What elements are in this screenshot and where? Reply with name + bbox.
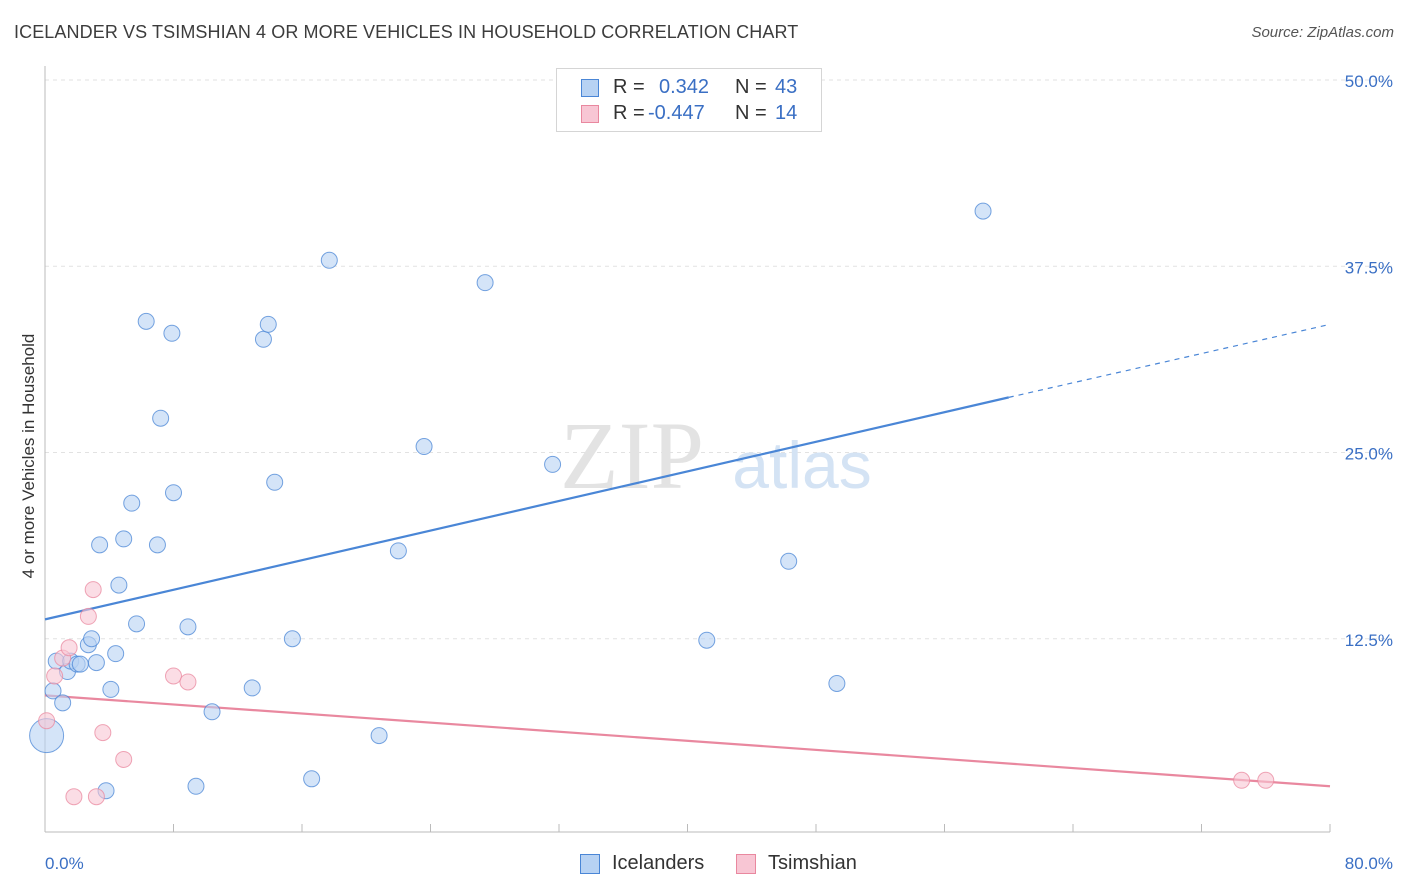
legend-r-label: R = [613,102,645,124]
data-point-icelanders [123,494,141,512]
data-point-icelanders [165,484,182,502]
data-point-icelanders [283,630,301,648]
data-point-icelanders [163,324,181,342]
data-point-tsimshian [46,667,64,685]
chart-title: ICELANDER VS TSIMSHIAN 4 OR MORE VEHICLE… [14,22,799,42]
data-point-icelanders [71,655,89,673]
source-label: Source: ZipAtlas.com [1251,24,1394,41]
data-point-icelanders [110,576,128,594]
data-point-icelanders [87,654,105,672]
data-point-tsimshian [65,788,83,806]
data-point-icelanders [187,777,205,795]
data-point-icelanders [179,618,197,636]
data-point-icelanders [128,615,146,633]
legend-swatch-tsimshian [581,105,599,123]
bottom-legend-swatch-icelanders [580,854,600,874]
data-point-icelanders [102,680,120,698]
data-point-icelanders [254,330,272,348]
data-point-tsimshian [179,673,197,691]
axes-layer [44,66,1331,833]
data-point-icelanders [415,438,433,456]
data-point-tsimshian [165,667,182,685]
trendline-tsimshian [44,694,1331,788]
data-point-icelanders [107,645,125,663]
y-tick-label: 37.5% [1345,258,1393,277]
watermark: ZIP atlas [560,402,872,509]
data-point-tsimshian [1257,771,1275,789]
x-tick-label: 80.0% [1345,854,1393,873]
data-point-icelanders [698,631,716,649]
x-tick-label: 0.0% [45,854,84,873]
y-tick-label: 25.0% [1345,445,1393,464]
watermark-zip: ZIP [560,402,704,509]
legend-r-value: -0.447 [648,102,705,124]
correlation-legend: R = 0.342 N = 43 R = -0.447 N = 14 [556,68,822,132]
data-point-icelanders [54,694,72,712]
data-point-icelanders [91,536,109,554]
data-point-icelanders [828,674,846,692]
labels-layer: 4 or more Vehicles in Household 12.5% 25.… [19,72,1393,873]
data-point-tsimshian [87,788,105,806]
data-point-icelanders [137,312,155,330]
bottom-legend-label-tsimshian: Tsimshian [768,852,857,874]
data-point-icelanders [320,251,338,269]
legend-n-value: 14 [775,102,798,124]
grid-layer [45,79,1392,640]
data-point-icelanders [974,202,992,220]
legend-swatch-icelanders [581,79,599,97]
bottom-legend-swatch-tsimshian [736,854,756,874]
data-point-icelanders [389,542,407,560]
data-point-tsimshian [1233,771,1251,789]
data-point-icelanders [266,473,284,491]
data-point-icelanders [259,315,277,333]
data-point-icelanders [152,409,170,427]
data-point-icelanders [83,630,101,648]
data-point-tsimshian [79,607,97,625]
trend-layer [44,323,1331,788]
data-point-icelanders [370,727,388,745]
data-point-icelanders [303,770,321,788]
data-point-tsimshian [60,639,78,657]
legend-n-label: N = [735,76,767,98]
data-point-icelanders [780,552,798,570]
legend-r-label: R = [613,76,645,98]
data-point-tsimshian [38,712,56,730]
data-point-tsimshian [84,581,102,599]
points-layer [29,202,1275,806]
data-point-icelanders [544,455,562,473]
y-axis-label: 4 or more Vehicles in Household [19,334,38,579]
legend-n-label: N = [735,102,767,124]
legend-r-value: 0.342 [659,76,710,98]
data-point-icelanders [476,274,494,292]
data-point-icelanders [148,536,166,554]
data-point-icelanders [115,530,133,548]
data-point-tsimshian [94,724,112,742]
trendline-extension [1008,323,1331,398]
bottom-legend-label-icelanders: Icelanders [612,852,705,874]
legend-n-value: 43 [775,76,798,98]
data-point-icelanders [203,703,221,721]
data-point-tsimshian [115,750,133,768]
y-tick-label: 50.0% [1345,72,1393,91]
data-point-icelanders [243,679,261,697]
y-tick-label: 12.5% [1345,631,1393,650]
trendline-icelanders [44,396,1009,621]
watermark-atlas: atlas [732,428,871,502]
